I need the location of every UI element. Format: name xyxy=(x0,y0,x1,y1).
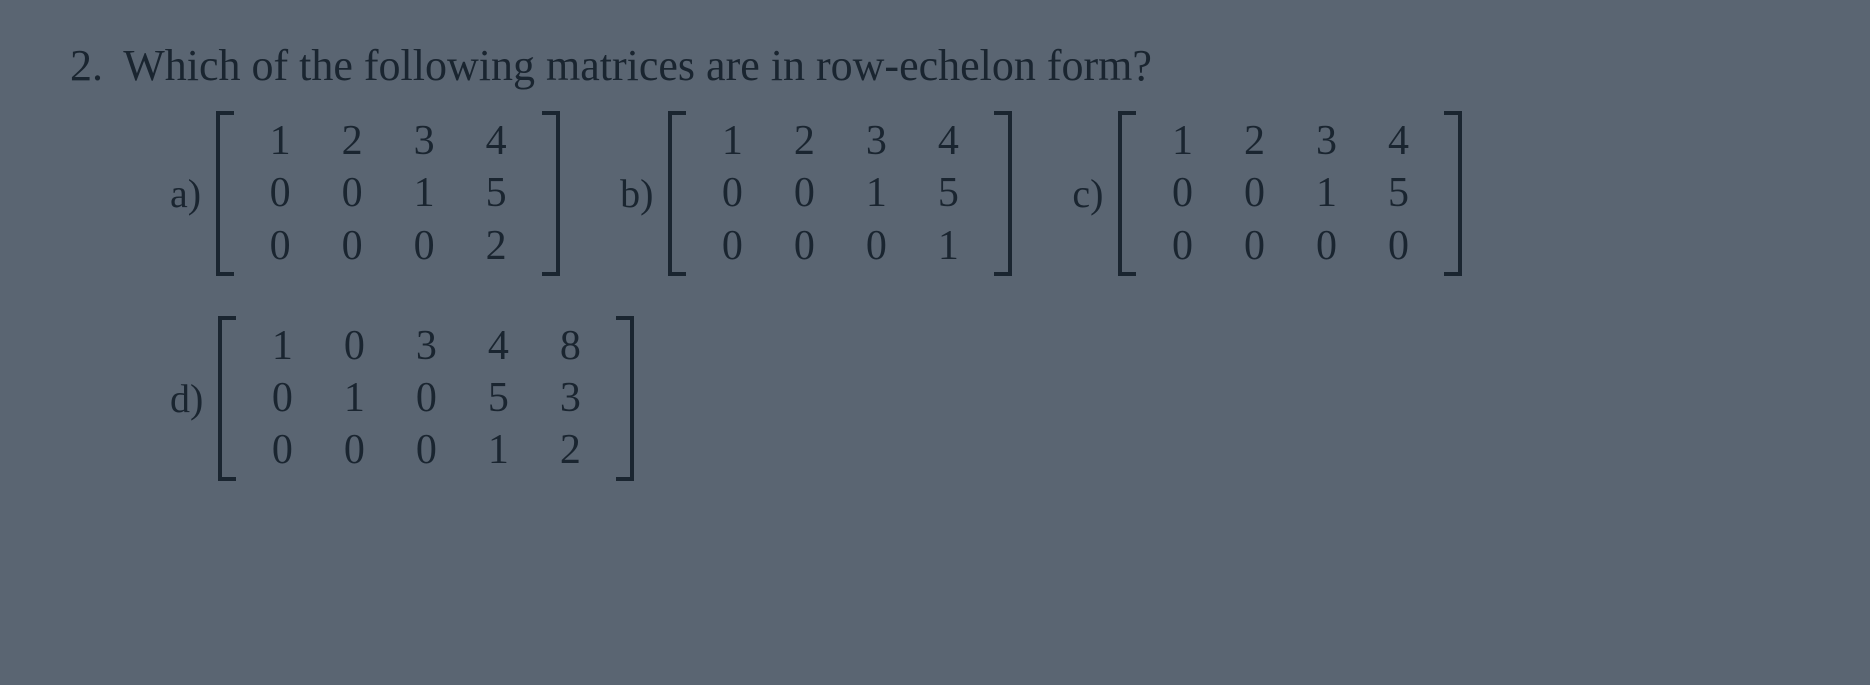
matrix-cell: 3 xyxy=(388,115,460,167)
matrix-cell: 0 xyxy=(768,167,840,219)
matrix-cell: 3 xyxy=(390,320,462,372)
matrix-cell: 1 xyxy=(462,424,534,476)
matrix-cell: 1 xyxy=(1146,115,1218,167)
matrix-cell: 4 xyxy=(462,320,534,372)
matrix-cell: 1 xyxy=(840,167,912,219)
matrix-cell: 1 xyxy=(912,220,984,272)
options-row-2: d) 103480105300012 xyxy=(170,316,1800,521)
matrix-cell: 0 xyxy=(1218,167,1290,219)
matrix-cell: 0 xyxy=(246,372,318,424)
right-bracket-icon xyxy=(1440,111,1462,276)
matrix-cell: 5 xyxy=(460,167,532,219)
matrix-cell: 0 xyxy=(696,167,768,219)
matrix-cell: 0 xyxy=(696,220,768,272)
left-bracket-icon xyxy=(216,111,238,276)
matrix-cell: 5 xyxy=(912,167,984,219)
matrix-cell: 4 xyxy=(1362,115,1434,167)
option-c: c) 123400150000 xyxy=(1072,111,1462,276)
matrix-cell: 0 xyxy=(318,320,390,372)
matrix-cell: 0 xyxy=(390,424,462,476)
matrix-cell: 2 xyxy=(316,115,388,167)
matrix-cell: 5 xyxy=(1362,167,1434,219)
left-bracket-icon xyxy=(1118,111,1140,276)
matrix: 123400150002 xyxy=(216,111,560,276)
matrix-grid: 123400150000 xyxy=(1140,111,1440,276)
question-text: Which of the following matrices are in r… xyxy=(123,41,1152,90)
matrix-cell: 0 xyxy=(840,220,912,272)
option-label: b) xyxy=(620,170,653,217)
matrix-cell: 3 xyxy=(840,115,912,167)
matrix-cell: 0 xyxy=(1362,220,1434,272)
matrix-grid: 123400150002 xyxy=(238,111,538,276)
matrix-cell: 0 xyxy=(244,220,316,272)
matrix-cell: 5 xyxy=(462,372,534,424)
right-bracket-icon xyxy=(990,111,1012,276)
matrix-cell: 0 xyxy=(246,424,318,476)
matrix-cell: 3 xyxy=(1290,115,1362,167)
option-label: a) xyxy=(170,170,201,217)
matrix-cell: 0 xyxy=(318,424,390,476)
right-bracket-icon xyxy=(538,111,560,276)
options-row-1: a) 123400150002 b) 123400150001 c) 12340… xyxy=(170,111,1800,316)
option-a: a) 123400150002 xyxy=(170,111,560,276)
matrix: 103480105300012 xyxy=(218,316,634,481)
matrix-cell: 0 xyxy=(390,372,462,424)
matrix: 123400150000 xyxy=(1118,111,1462,276)
matrix-cell: 2 xyxy=(768,115,840,167)
option-b: b) 123400150001 xyxy=(620,111,1012,276)
matrix-grid: 103480105300012 xyxy=(240,316,612,481)
matrix-cell: 0 xyxy=(1146,167,1218,219)
matrix-cell: 0 xyxy=(316,220,388,272)
option-label: d) xyxy=(170,375,203,422)
question-page: 2. Which of the following matrices are i… xyxy=(0,0,1870,561)
right-bracket-icon xyxy=(612,316,634,481)
matrix-cell: 1 xyxy=(1290,167,1362,219)
matrix-cell: 0 xyxy=(244,167,316,219)
matrix-cell: 1 xyxy=(244,115,316,167)
matrix-cell: 0 xyxy=(1218,220,1290,272)
matrix-cell: 4 xyxy=(460,115,532,167)
question-line: 2. Which of the following matrices are i… xyxy=(70,40,1800,91)
matrix-cell: 2 xyxy=(534,424,606,476)
matrix-cell: 8 xyxy=(534,320,606,372)
option-label: c) xyxy=(1072,170,1103,217)
matrix-cell: 1 xyxy=(696,115,768,167)
matrix-cell: 0 xyxy=(1290,220,1362,272)
matrix: 123400150001 xyxy=(668,111,1012,276)
matrix-cell: 3 xyxy=(534,372,606,424)
matrix-cell: 0 xyxy=(388,220,460,272)
matrix-cell: 0 xyxy=(316,167,388,219)
option-d: d) 103480105300012 xyxy=(170,316,634,481)
question-number: 2. xyxy=(70,40,103,91)
matrix-cell: 4 xyxy=(912,115,984,167)
matrix-cell: 0 xyxy=(768,220,840,272)
matrix-grid: 123400150001 xyxy=(690,111,990,276)
matrix-cell: 0 xyxy=(1146,220,1218,272)
matrix-cell: 2 xyxy=(460,220,532,272)
matrix-cell: 1 xyxy=(388,167,460,219)
matrix-cell: 1 xyxy=(318,372,390,424)
left-bracket-icon xyxy=(668,111,690,276)
left-bracket-icon xyxy=(218,316,240,481)
matrix-cell: 1 xyxy=(246,320,318,372)
matrix-cell: 2 xyxy=(1218,115,1290,167)
